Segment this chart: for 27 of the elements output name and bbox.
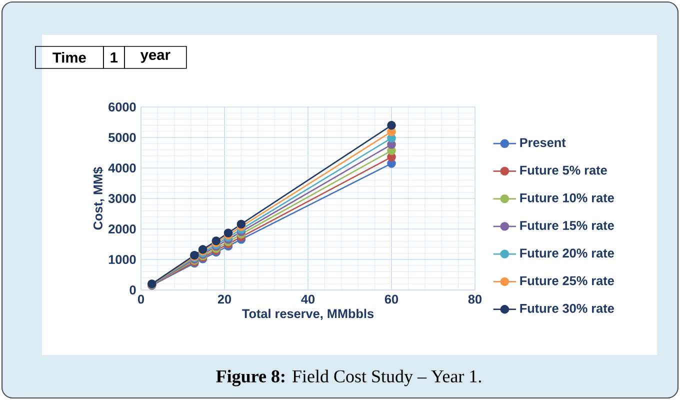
- y-axis-title: Cost, MM$: [92, 167, 104, 230]
- y-tick-label: 6000: [108, 102, 136, 112]
- y-tick-label: 1000: [108, 255, 136, 264]
- x-tick-label: 20: [218, 294, 232, 304]
- x-tick-label: 80: [468, 294, 482, 304]
- legend-label: Present: [520, 138, 566, 148]
- text: 1: [110, 52, 118, 62]
- text: Time: [52, 52, 86, 63]
- x-tick-label: 60: [384, 294, 398, 304]
- x-tick-label: 40: [301, 294, 315, 304]
- y-tick-label: 3000: [108, 194, 136, 203]
- legend-label: Future 15% rate: [520, 220, 614, 230]
- legend-label: Future 20% rate: [520, 248, 614, 258]
- point: [236, 220, 246, 229]
- text: year: [140, 52, 170, 63]
- y-tick-label: 2000: [108, 224, 136, 234]
- legend-label: Future 10% rate: [520, 193, 614, 202]
- y-tick-label: 0: [130, 286, 136, 294]
- legend-label: Future 25% rate: [520, 276, 614, 286]
- x-tick-label: 0: [138, 294, 144, 304]
- text: Figure 8: Field Cost Study – Year 1.: [216, 370, 481, 386]
- legend-label: Future 30% rate: [520, 304, 614, 313]
- y-tick-label: 5000: [108, 133, 136, 142]
- legend-label: Future 5% rate: [520, 166, 607, 175]
- point: [387, 120, 396, 130]
- y-tick-label: 4000: [108, 164, 136, 172]
- x-axis-title: Total reserve, MMbbls: [242, 308, 374, 320]
